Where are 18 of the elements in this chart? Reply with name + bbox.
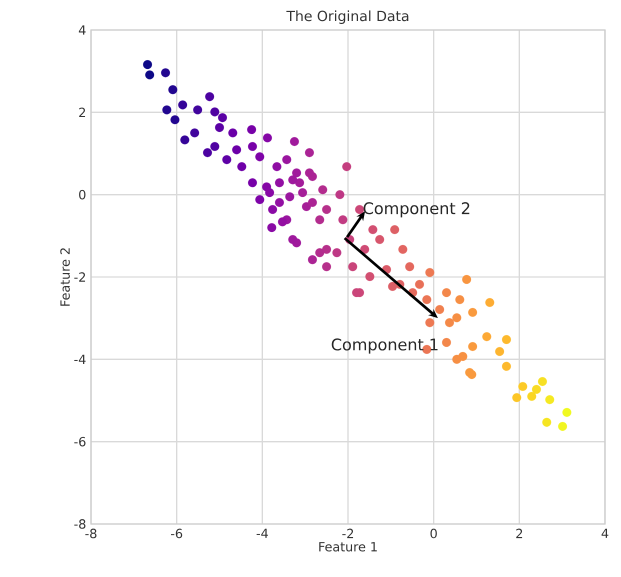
annotation: Component 1 bbox=[332, 338, 438, 354]
chart-title: The Original Data bbox=[286, 10, 408, 24]
x-tick-label: 2 bbox=[516, 528, 522, 538]
y-tick-label: 2 bbox=[79, 108, 86, 118]
annotation: Component 2 bbox=[364, 202, 470, 218]
x-tick-label: 4 bbox=[602, 528, 608, 538]
y-tick-label: 4 bbox=[78, 25, 86, 35]
y-axis-title: Feature 2 bbox=[60, 248, 70, 306]
x-tick-label: 0 bbox=[430, 528, 437, 538]
y-tick-label: -2 bbox=[74, 272, 86, 282]
y-tick-label: -4 bbox=[74, 354, 86, 364]
x-tick-label: -4 bbox=[256, 528, 268, 538]
x-tick-label: -2 bbox=[342, 528, 354, 538]
y-tick-label: -8 bbox=[74, 519, 86, 529]
y-tick-label: -6 bbox=[74, 436, 86, 446]
x-tick-label: -6 bbox=[170, 528, 182, 538]
x-axis-title: Feature 1 bbox=[319, 542, 377, 552]
y-tick-label: 0 bbox=[79, 190, 86, 200]
